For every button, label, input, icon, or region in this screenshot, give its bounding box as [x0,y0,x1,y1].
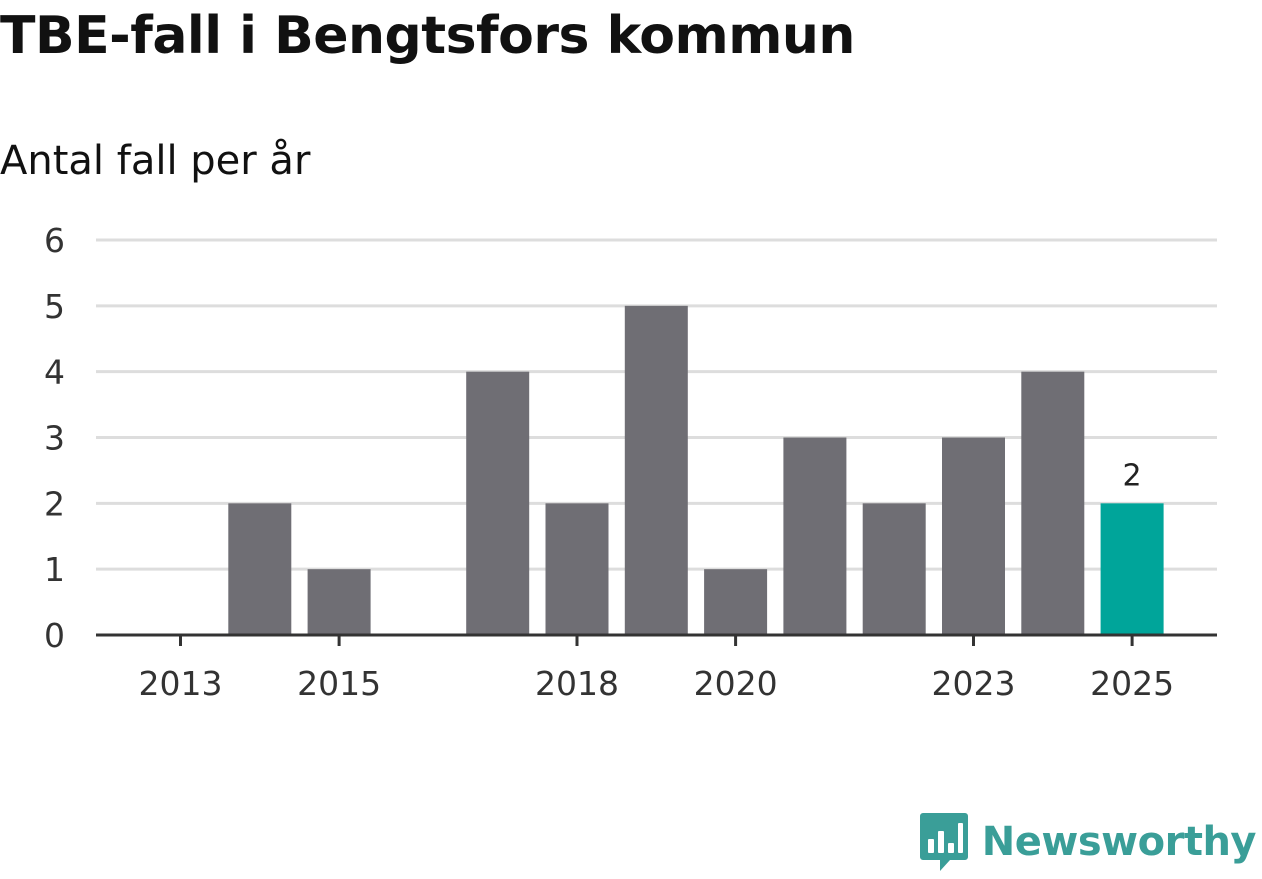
x-tick-label: 2015 [297,664,381,703]
x-tick-label: 2023 [932,664,1016,703]
bar-2015 [307,569,371,635]
highlight-value-label: 2 [1123,458,1142,493]
y-tick-label: 2 [44,484,65,523]
x-tick-label: 2013 [139,664,223,703]
y-tick-label: 3 [44,419,65,458]
chart-bubble-icon [919,813,968,871]
bar-2021 [783,437,847,635]
bar-2018 [545,503,609,635]
x-tick-label: 2020 [694,664,778,703]
bar-2014 [228,503,292,635]
data-labels: 2 [1123,458,1142,493]
y-tick-label: 0 [44,616,65,655]
bars [228,305,1164,635]
bar-2024 [1021,371,1085,635]
y-tick-label: 5 [44,287,65,326]
chart-title: TBE-fall i Bengtsfors kommun [0,6,855,66]
bar-2023 [942,437,1005,635]
bar-2025 [1100,503,1164,635]
bar-chart: 0 1 2 3 4 5 6 2013 2015 2018 2020 2023 2025 2 [44,221,1217,703]
y-tick-label: 6 [44,221,65,260]
bar-2022 [862,503,926,635]
y-tick-label: 4 [44,353,65,392]
x-axis-labels: 2013 2015 2018 2020 2023 2025 [139,664,1175,703]
bar-2020 [704,569,768,635]
bar-2019 [624,305,688,635]
chart-subtitle: Antal fall per år [0,138,311,184]
bar-2017 [466,371,530,635]
x-tick-label: 2018 [535,664,619,703]
brand-name: Newsworthy [981,819,1257,865]
x-tick-label: 2025 [1090,664,1174,703]
newsworthy-logo: Newsworthy [919,813,1257,871]
y-axis-labels: 0 1 2 3 4 5 6 [44,221,65,655]
x-axis [96,633,1217,646]
y-tick-label: 1 [44,550,65,589]
